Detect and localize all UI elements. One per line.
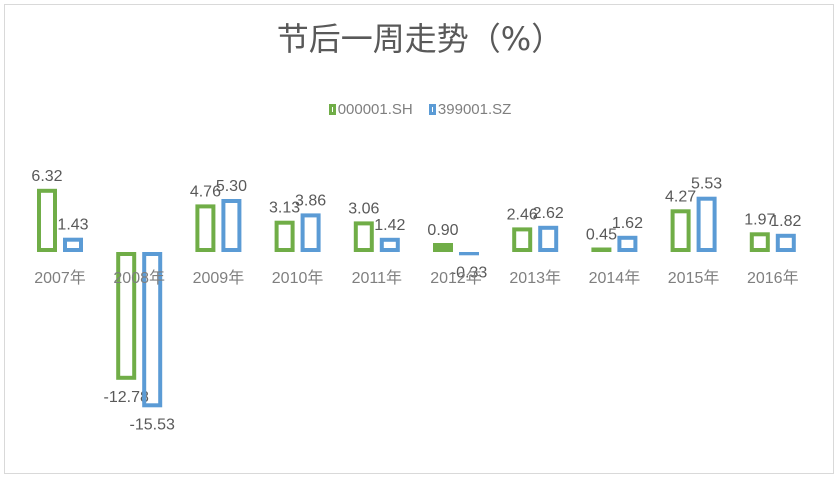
category-label-3: 2010年	[272, 269, 324, 287]
bar-s2-0[interactable]	[63, 237, 83, 252]
data-label-s1-0: 6.32	[31, 168, 62, 185]
bar-s1-0[interactable]	[37, 188, 57, 253]
category-label-1: 2008年	[113, 269, 165, 287]
bar-s1-7[interactable]	[591, 247, 612, 253]
legend-label-series-2: 399001.SZ	[437, 100, 512, 118]
bar-s2-6[interactable]	[538, 225, 559, 253]
bar-s2-8[interactable]	[696, 196, 717, 252]
bar-s1-4[interactable]	[353, 221, 374, 252]
bar-s1-8[interactable]	[670, 209, 691, 253]
data-label-s2-3: 3.86	[295, 192, 326, 209]
chart-title: 节后一周走势（%）	[276, 20, 564, 58]
legend-swatch-series-1	[328, 103, 336, 115]
category-label-5: 2012年	[430, 269, 482, 287]
bar-s1-9[interactable]	[749, 232, 770, 253]
data-label-s2-1: -15.53	[130, 416, 175, 433]
bar-s1-1[interactable]	[116, 252, 137, 380]
data-label-s1-1: -12.78	[104, 389, 149, 406]
category-label-8: 2015年	[668, 269, 720, 287]
legend-item-series-1[interactable]: 000001.SH	[328, 100, 413, 118]
data-label-s1-2: 4.76	[190, 183, 221, 200]
data-label-s1-7: 0.45	[586, 227, 617, 244]
category-label-2: 2009年	[193, 269, 245, 287]
bar-s2-1[interactable]	[142, 252, 163, 408]
bar-s2-7[interactable]	[617, 235, 638, 253]
data-label-s2-2: 5.30	[216, 178, 247, 195]
data-label-s2-0: 1.43	[57, 217, 88, 234]
bar-s2-5[interactable]	[459, 252, 479, 256]
legend-label-series-1: 000001.SH	[337, 100, 413, 118]
chart-legend: 000001.SH 399001.SZ	[0, 100, 840, 118]
data-label-s2-9: 1.82	[770, 213, 801, 230]
category-label-4: 2011年	[352, 269, 402, 287]
data-label-s1-9: 1.97	[744, 211, 775, 228]
data-label-s2-6: 2.62	[533, 205, 564, 222]
bar-s1-2[interactable]	[195, 204, 216, 252]
data-label-s2-4: 1.42	[374, 217, 405, 234]
legend-swatch-series-2	[428, 103, 436, 115]
data-label-s1-4: 3.06	[348, 200, 379, 217]
legend-item-series-2[interactable]: 399001.SZ	[428, 100, 512, 118]
bar-s2-4[interactable]	[379, 237, 400, 253]
data-label-s2-5: -0.33	[451, 264, 488, 281]
bar-s2-3[interactable]	[300, 213, 321, 252]
bar-s1-5[interactable]	[433, 243, 453, 252]
data-label-s1-6: 2.46	[507, 206, 538, 223]
category-label-6: 2013年	[509, 269, 561, 287]
data-label-s2-7: 1.62	[612, 215, 643, 232]
bar-s2-2[interactable]	[221, 199, 242, 252]
data-label-s2-8: 5.53	[691, 176, 722, 193]
data-label-s1-3: 3.13	[269, 200, 300, 217]
category-label-0: 2007年	[34, 269, 86, 287]
category-label-9: 2016年	[747, 269, 799, 287]
bar-s2-9[interactable]	[775, 233, 796, 253]
data-label-s1-5: 0.90	[427, 222, 458, 239]
category-label-7: 2014年	[589, 269, 641, 287]
data-label-s1-8: 4.27	[665, 188, 696, 205]
bar-s1-3[interactable]	[274, 220, 295, 252]
bar-s1-6[interactable]	[512, 227, 533, 252]
